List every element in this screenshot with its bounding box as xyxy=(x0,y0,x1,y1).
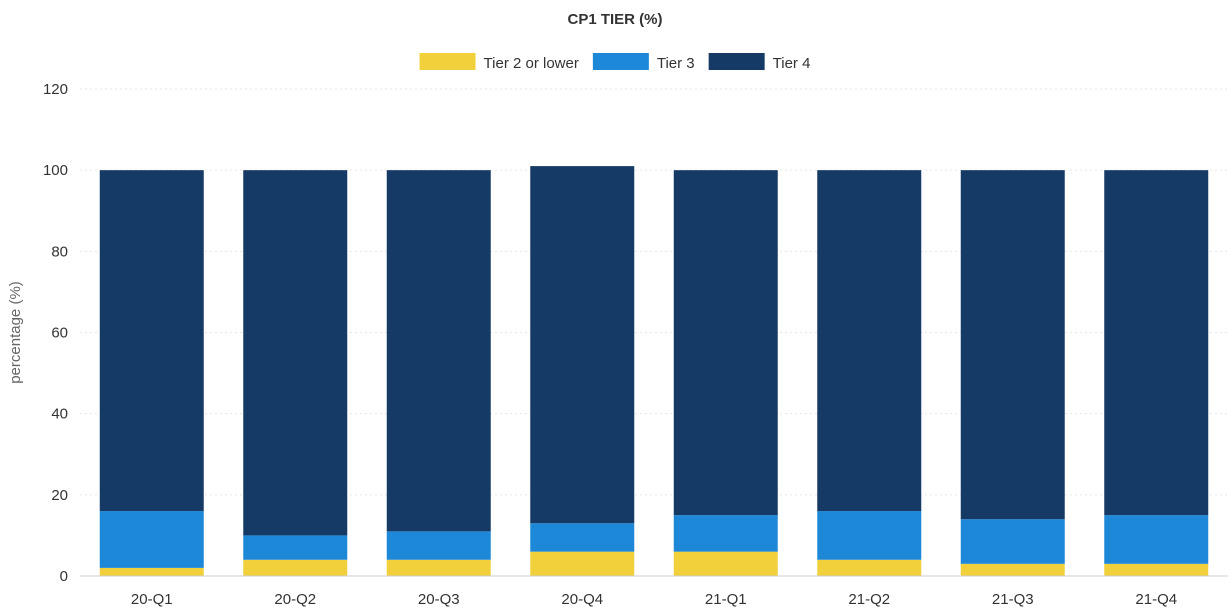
x-tick-label: 20-Q2 xyxy=(274,591,316,608)
x-tick-label: 21-Q1 xyxy=(705,591,747,608)
bar-segment xyxy=(960,170,1065,520)
bar-segment xyxy=(386,170,491,532)
chart-title: CP1 TIER (%) xyxy=(567,11,662,28)
bar-segment xyxy=(1104,563,1209,576)
y-tick-label: 100 xyxy=(43,162,68,179)
y-axis-label: percentage (%) xyxy=(7,281,24,384)
bar-segment xyxy=(243,559,348,576)
x-tick-label: 21-Q2 xyxy=(848,591,890,608)
y-tick-label: 20 xyxy=(51,487,68,504)
bar-segment xyxy=(673,515,778,552)
x-axis-ticks: 20-Q1 20-Q2 20-Q3 20-Q4 21-Q1 21-Q2 21-Q3 21-Q4 xyxy=(131,591,1177,608)
bar-segment xyxy=(99,170,204,512)
bar-segment xyxy=(960,519,1065,564)
x-tick-label: 20-Q3 xyxy=(418,591,460,608)
bar-segment xyxy=(386,559,491,576)
legend-label: Tier 4 xyxy=(773,55,811,72)
legend-label: Tier 3 xyxy=(657,55,695,72)
bar-segment xyxy=(673,551,778,576)
bar-segment xyxy=(960,563,1065,576)
bar-segment xyxy=(530,523,635,552)
legend-swatch xyxy=(419,53,476,70)
bar-segment xyxy=(673,170,778,516)
x-tick-label: 21-Q3 xyxy=(992,591,1034,608)
x-tick-label: 20-Q4 xyxy=(561,591,603,608)
legend-label: Tier 2 or lower xyxy=(484,55,579,72)
bar-segment xyxy=(99,567,204,576)
bar-segment xyxy=(243,170,348,536)
bar-segment xyxy=(1104,515,1209,564)
y-tick-label: 60 xyxy=(51,325,68,342)
bar-segment xyxy=(530,551,635,576)
x-tick-label: 21-Q4 xyxy=(1135,591,1177,608)
y-tick-label: 80 xyxy=(51,243,68,260)
legend: Tier 2 or lower Tier 3 Tier 4 xyxy=(419,53,811,72)
legend-swatch xyxy=(708,53,765,70)
bar-segment xyxy=(99,511,204,568)
y-axis-ticks: 0 20 40 60 80 100 120 xyxy=(43,81,68,585)
bar-segment xyxy=(386,531,491,560)
bar-segment xyxy=(530,166,635,524)
x-tick-label: 20-Q1 xyxy=(131,591,173,608)
bar-segment xyxy=(817,511,922,560)
bar-segment xyxy=(817,170,922,512)
legend-swatch xyxy=(592,53,649,70)
bar-segment xyxy=(817,559,922,576)
y-tick-label: 0 xyxy=(60,568,68,585)
y-tick-label: 120 xyxy=(43,81,68,98)
y-tick-label: 40 xyxy=(51,406,68,423)
bar-segment xyxy=(1104,170,1209,516)
bars xyxy=(99,166,1209,576)
bar-segment xyxy=(243,535,348,560)
